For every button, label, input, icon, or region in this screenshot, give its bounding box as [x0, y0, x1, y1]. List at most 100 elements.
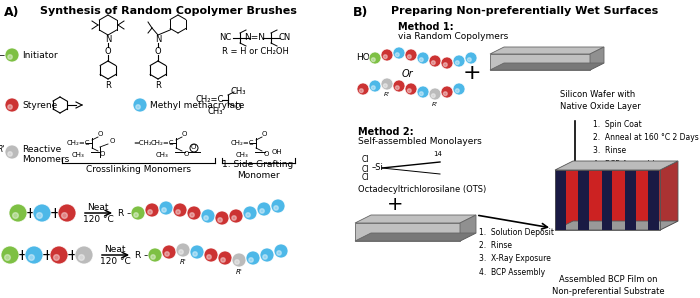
Circle shape	[417, 52, 429, 64]
Text: R': R'	[432, 102, 438, 107]
Circle shape	[50, 246, 68, 264]
Circle shape	[201, 209, 215, 223]
Circle shape	[372, 86, 375, 90]
Text: Silicon Wafer with
Native Oxide Layer: Silicon Wafer with Native Oxide Layer	[560, 90, 640, 111]
Text: Cl: Cl	[362, 164, 370, 173]
Circle shape	[5, 145, 19, 159]
Circle shape	[136, 105, 140, 109]
Circle shape	[36, 213, 43, 218]
Text: +: +	[48, 206, 62, 221]
Circle shape	[395, 53, 399, 57]
Text: O: O	[105, 46, 111, 55]
Polygon shape	[648, 170, 659, 230]
Circle shape	[276, 251, 281, 255]
Circle shape	[134, 213, 139, 217]
Circle shape	[8, 152, 13, 156]
Circle shape	[384, 55, 387, 59]
Circle shape	[262, 255, 267, 259]
Text: Initiator: Initiator	[22, 50, 57, 60]
Circle shape	[232, 216, 237, 220]
Circle shape	[178, 250, 183, 254]
Polygon shape	[555, 161, 678, 170]
Polygon shape	[625, 170, 636, 230]
Circle shape	[148, 210, 153, 214]
Text: R': R'	[236, 269, 242, 275]
Text: OH: OH	[272, 149, 283, 155]
Text: R = H or CH₂OH: R = H or CH₂OH	[222, 47, 288, 57]
Text: CH₃: CH₃	[230, 88, 246, 97]
Text: Or: Or	[401, 69, 413, 79]
Polygon shape	[578, 170, 589, 230]
Polygon shape	[490, 54, 590, 70]
Circle shape	[159, 201, 173, 215]
Circle shape	[75, 246, 93, 264]
Circle shape	[453, 83, 465, 95]
Circle shape	[246, 213, 251, 217]
Circle shape	[456, 61, 459, 65]
Text: R: R	[105, 80, 111, 89]
Text: 1. Side Grafting
Monomer: 1. Side Grafting Monomer	[223, 160, 293, 180]
Text: R': R'	[384, 92, 390, 97]
Circle shape	[384, 84, 387, 88]
Text: HO–: HO–	[356, 54, 374, 63]
Text: R: R	[155, 80, 161, 89]
Text: =CH₂: =CH₂	[133, 140, 152, 146]
Circle shape	[173, 203, 187, 217]
Circle shape	[234, 260, 239, 264]
Text: CH₂=C: CH₂=C	[150, 140, 174, 146]
Circle shape	[274, 244, 288, 258]
Text: Reactive: Reactive	[22, 145, 62, 153]
Circle shape	[232, 253, 246, 267]
Text: O: O	[181, 131, 187, 137]
Text: A): A)	[4, 6, 20, 19]
Circle shape	[5, 98, 19, 112]
Circle shape	[395, 86, 399, 90]
Circle shape	[215, 211, 229, 225]
Text: R': R'	[0, 145, 5, 153]
Circle shape	[206, 255, 211, 259]
Text: 14: 14	[433, 151, 442, 157]
Text: 1.  Solution Deposit
2.  Rinse
3.  X-Ray Exposure
4.  BCP Assembly: 1. Solution Deposit 2. Rinse 3. X-Ray Ex…	[479, 228, 554, 277]
Polygon shape	[590, 47, 604, 70]
Circle shape	[5, 48, 19, 62]
Circle shape	[393, 80, 405, 92]
Circle shape	[453, 55, 465, 67]
Circle shape	[248, 258, 253, 262]
Text: 1.  Spin Coat
2.  Anneal at 160 °C 2 Days
3.  Rinse
4.  BCP Assembly: 1. Spin Coat 2. Anneal at 160 °C 2 Days …	[593, 120, 699, 169]
Circle shape	[131, 206, 145, 220]
Circle shape	[8, 105, 13, 109]
Text: Preparing Non-preferentially Wet Surfaces: Preparing Non-preferentially Wet Surface…	[391, 6, 659, 16]
Polygon shape	[490, 63, 604, 70]
Text: 120 °C: 120 °C	[83, 215, 113, 224]
Polygon shape	[602, 170, 612, 230]
Text: R –: R –	[118, 209, 132, 218]
Text: Cl: Cl	[362, 156, 370, 164]
Circle shape	[176, 243, 190, 257]
Circle shape	[246, 251, 260, 265]
Polygon shape	[555, 221, 678, 230]
Circle shape	[468, 58, 471, 62]
Text: Synthesis of Random Copolymer Brushes: Synthesis of Random Copolymer Brushes	[40, 6, 296, 16]
Circle shape	[176, 210, 181, 214]
Circle shape	[133, 98, 147, 112]
Polygon shape	[355, 215, 476, 223]
Circle shape	[443, 92, 447, 96]
Circle shape	[441, 86, 453, 98]
Text: CN: CN	[279, 33, 291, 43]
Circle shape	[29, 254, 34, 260]
Text: R': R'	[180, 259, 186, 265]
Text: N: N	[105, 35, 111, 44]
Circle shape	[162, 245, 176, 259]
Text: O: O	[183, 151, 189, 157]
Text: CH₃: CH₃	[207, 108, 223, 117]
Circle shape	[429, 88, 441, 100]
Text: Neat: Neat	[88, 204, 108, 212]
Circle shape	[372, 58, 375, 62]
Circle shape	[441, 57, 453, 69]
Polygon shape	[555, 170, 660, 230]
Text: O: O	[99, 151, 105, 157]
Text: +: +	[463, 63, 482, 83]
Text: R—: R—	[0, 50, 5, 60]
Text: O: O	[97, 131, 103, 137]
Text: +: +	[15, 248, 29, 263]
